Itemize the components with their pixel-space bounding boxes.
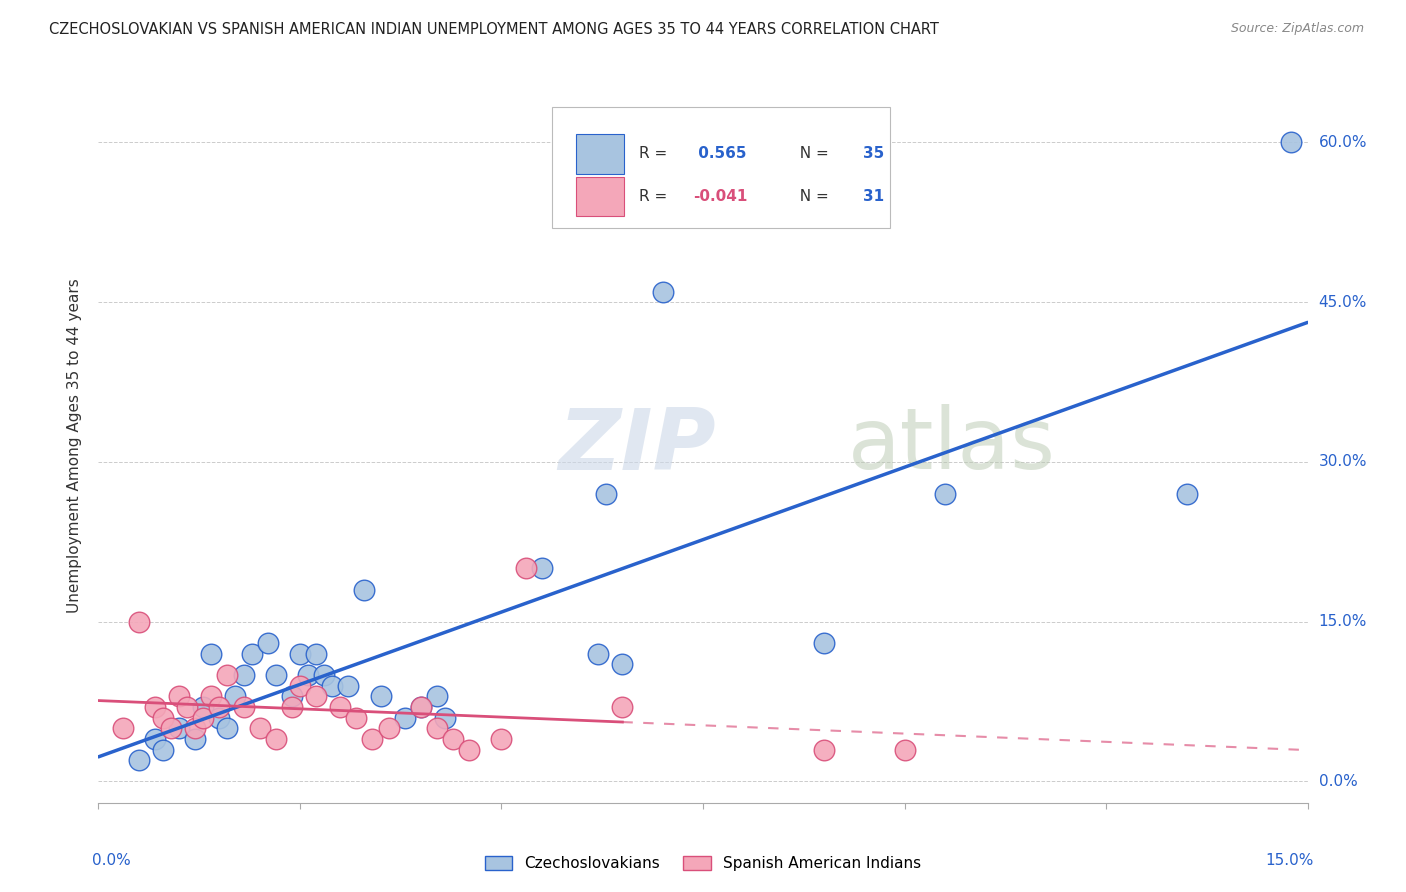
Point [167,721,190,735]
Point [297,668,319,682]
Point [288,647,311,661]
Text: ZIP: ZIP [558,404,716,488]
Text: 45.0%: 45.0% [1319,294,1367,310]
Point [491,731,513,746]
Point [409,700,432,714]
Point [515,561,537,575]
Point [305,647,328,661]
Point [394,710,416,724]
Point [434,710,457,724]
Point [217,721,239,735]
Point [361,731,384,746]
Text: 30.0%: 30.0% [1319,455,1367,469]
Point [193,700,215,714]
Point [1281,136,1303,150]
Text: 15.0%: 15.0% [1319,615,1367,629]
Text: atlas: atlas [848,404,1056,488]
Y-axis label: Unemployment Among Ages 35 to 44 years: Unemployment Among Ages 35 to 44 years [67,278,83,614]
Point [208,700,231,714]
Point [217,668,239,682]
Point [111,721,134,735]
FancyBboxPatch shape [551,107,890,228]
Point [612,657,634,672]
Point [530,561,553,575]
Text: 0.0%: 0.0% [93,853,131,868]
Point [586,647,609,661]
Point [458,742,481,756]
Point [143,731,166,746]
Text: N =: N = [790,189,834,203]
Point [281,700,304,714]
Point [934,487,956,501]
Point [249,721,271,735]
Text: R =: R = [638,189,672,203]
Point [353,582,375,597]
Text: Source: ZipAtlas.com: Source: ZipAtlas.com [1230,22,1364,36]
Point [288,679,311,693]
Text: R =: R = [638,146,672,161]
Point [240,647,263,661]
Text: N =: N = [790,146,834,161]
Point [128,753,150,767]
Point [256,636,278,650]
Point [184,731,207,746]
Text: 0.0%: 0.0% [1319,774,1357,789]
Point [224,690,246,704]
Text: 31: 31 [863,189,884,203]
FancyBboxPatch shape [576,177,624,216]
Point [143,700,166,714]
Point [426,721,449,735]
Point [305,690,328,704]
Text: 0.565: 0.565 [693,146,747,161]
Text: 60.0%: 60.0% [1319,135,1367,150]
Text: CZECHOSLOVAKIAN VS SPANISH AMERICAN INDIAN UNEMPLOYMENT AMONG AGES 35 TO 44 YEAR: CZECHOSLOVAKIAN VS SPANISH AMERICAN INDI… [49,22,939,37]
Point [612,700,634,714]
Point [314,668,336,682]
Text: 15.0%: 15.0% [1265,853,1313,868]
Point [321,679,343,693]
Text: 35: 35 [863,146,884,161]
Point [426,690,449,704]
Point [344,710,367,724]
Point [232,700,254,714]
Point [176,700,198,714]
Point [377,721,399,735]
Point [813,742,835,756]
Legend: Czechoslovakians, Spanish American Indians: Czechoslovakians, Spanish American India… [479,849,927,877]
Point [128,615,150,629]
Point [813,636,835,650]
Point [329,700,352,714]
Point [200,690,222,704]
Point [152,710,174,724]
Point [200,647,222,661]
Point [281,690,304,704]
Point [441,731,464,746]
Point [193,710,215,724]
Point [595,487,617,501]
Text: -0.041: -0.041 [693,189,748,203]
FancyBboxPatch shape [576,135,624,174]
Point [264,668,287,682]
Point [184,721,207,735]
Point [232,668,254,682]
Point [208,710,231,724]
Point [893,742,915,756]
Point [651,285,673,299]
Point [160,721,183,735]
Point [370,690,392,704]
Point [152,742,174,756]
Point [167,690,190,704]
Point [1175,487,1198,501]
Point [337,679,360,693]
Point [264,731,287,746]
Point [409,700,432,714]
